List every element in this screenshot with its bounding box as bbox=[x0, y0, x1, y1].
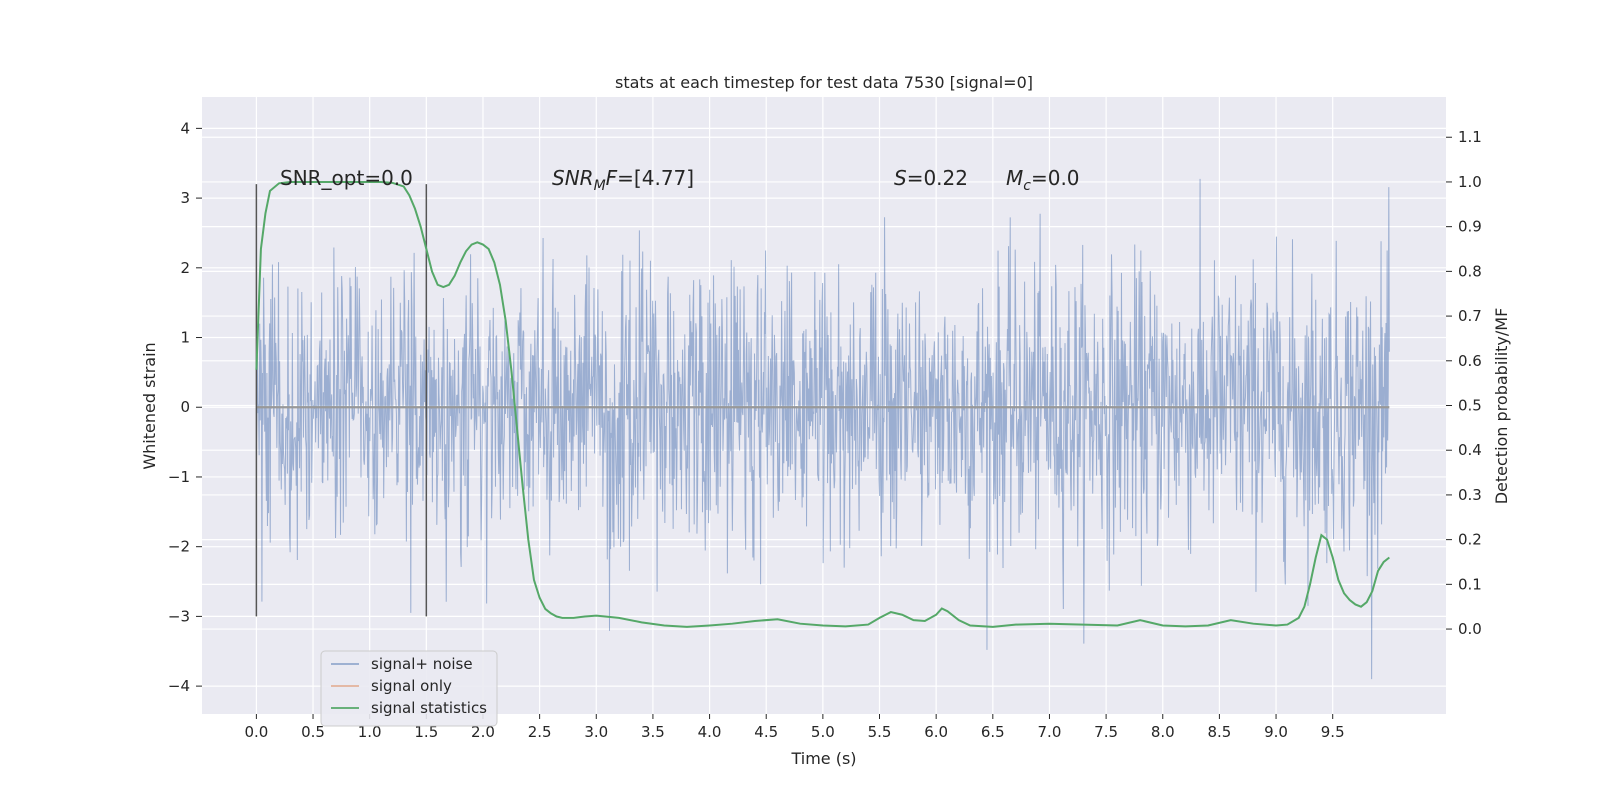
x-tick-label-4: 2.0 bbox=[471, 723, 495, 741]
y-left-tick-label-1: −3 bbox=[168, 607, 190, 625]
legend-box bbox=[320, 650, 498, 727]
snr-mf-subscript: M bbox=[594, 178, 606, 194]
snr-mf-value: =[4.77] bbox=[617, 166, 694, 190]
x-tick-label-14: 7.0 bbox=[1038, 723, 1062, 741]
x-tick-label-16: 8.0 bbox=[1151, 723, 1175, 741]
y-right-tick-label-10: 1.0 bbox=[1458, 173, 1482, 191]
x-tick-label-17: 8.5 bbox=[1207, 723, 1231, 741]
x-tick-label-7: 3.5 bbox=[641, 723, 665, 741]
signal-noise-series bbox=[255, 178, 1390, 680]
s-symbol: S bbox=[894, 166, 907, 190]
marker-lines bbox=[255, 184, 428, 617]
y-left-tick-label-7: 3 bbox=[180, 189, 190, 207]
x-tick-label-1: 0.5 bbox=[301, 723, 325, 741]
y-left-axis-ticks: −4 −3 −2 −1 0 1 2 3 4 bbox=[168, 119, 202, 695]
x-axis-title: Time (s) bbox=[790, 749, 856, 768]
x-tick-label-19: 9.5 bbox=[1321, 723, 1345, 741]
x-tick-label-3: 1.5 bbox=[414, 723, 438, 741]
y-right-tick-label-3: 0.3 bbox=[1458, 486, 1482, 504]
x-tick-label-15: 7.5 bbox=[1094, 723, 1118, 741]
snr-mf-symbol: SNR bbox=[552, 166, 594, 190]
mc-value: =0.0 bbox=[1031, 166, 1080, 190]
x-tick-label-18: 9.0 bbox=[1264, 723, 1288, 741]
y-left-tick-label-5: 1 bbox=[180, 329, 190, 347]
x-tick-label-6: 3.0 bbox=[584, 723, 608, 741]
snr-mf-symbol-f: F bbox=[606, 166, 618, 190]
legend-label-signal-only: signal only bbox=[371, 677, 452, 695]
y-right-tick-label-1: 0.1 bbox=[1458, 575, 1482, 593]
y-right-tick-label-7: 0.7 bbox=[1458, 307, 1482, 325]
s-annotation: S=0.22 bbox=[894, 166, 968, 190]
s-value: =0.22 bbox=[907, 166, 968, 190]
x-tick-label-8: 4.0 bbox=[698, 723, 722, 741]
x-tick-label-11: 5.5 bbox=[868, 723, 892, 741]
chart-title: stats at each timestep for test data 753… bbox=[615, 73, 1033, 92]
y-left-tick-label-2: −2 bbox=[168, 538, 190, 556]
legend: signal+ noise signal only signal statist… bbox=[320, 650, 498, 727]
x-tick-label-12: 6.0 bbox=[924, 723, 948, 741]
legend-label-signal-statistics: signal statistics bbox=[371, 699, 487, 717]
y-right-tick-label-2: 0.2 bbox=[1458, 531, 1482, 549]
mc-annotation: Mc=0.0 bbox=[1006, 166, 1080, 194]
x-tick-label-2: 1.0 bbox=[358, 723, 382, 741]
x-tick-label-13: 6.5 bbox=[981, 723, 1005, 741]
x-tick-label-10: 5.0 bbox=[811, 723, 835, 741]
x-tick-label-9: 4.5 bbox=[754, 723, 778, 741]
signal-statistics-line bbox=[255, 180, 1390, 628]
y-right-tick-label-4: 0.4 bbox=[1458, 441, 1482, 459]
snr-mf-annotation: SNRMF=[4.77] bbox=[552, 166, 694, 194]
signal-statistics-series bbox=[255, 180, 1390, 628]
x-tick-label-5: 2.5 bbox=[528, 723, 552, 741]
mc-symbol: M bbox=[1006, 166, 1023, 190]
x-axis-ticks: 0.0 0.5 1.0 1.5 2.0 2.5 3.0 3.5 4.0 4.5 5.0 5.5 6.0 6… bbox=[244, 714, 1345, 741]
y-right-tick-label-6: 0.6 bbox=[1458, 352, 1482, 370]
x-tick-label-0: 0.0 bbox=[244, 723, 268, 741]
y-right-tick-label-9: 0.9 bbox=[1458, 218, 1482, 236]
y-right-tick-label-11: 1.1 bbox=[1458, 128, 1482, 146]
y-right-tick-label-8: 0.8 bbox=[1458, 262, 1482, 280]
y-left-tick-label-6: 2 bbox=[180, 259, 190, 277]
y-left-tick-label-4: 0 bbox=[180, 398, 190, 416]
y-left-tick-label-8: 4 bbox=[180, 119, 190, 137]
y-right-axis-title: Detection probability/MF bbox=[1492, 308, 1511, 505]
y-right-tick-label-0: 0.0 bbox=[1458, 620, 1482, 638]
y-left-tick-label-3: −1 bbox=[168, 468, 190, 486]
y-right-axis-ticks: 0.0 0.1 0.2 0.3 0.4 0.5 0.6 0.7 0.8 0.9 1.0 1.1 bbox=[1446, 128, 1482, 638]
y-left-tick-label-0: −4 bbox=[168, 677, 190, 695]
y-right-tick-label-5: 0.5 bbox=[1458, 397, 1482, 415]
signal-noise-line bbox=[255, 178, 1390, 680]
y-left-axis-title: Whitened strain bbox=[140, 342, 159, 469]
mc-subscript: c bbox=[1023, 178, 1031, 194]
snr-opt-annotation: SNR_opt=0.0 bbox=[280, 166, 413, 190]
legend-label-signal-noise: signal+ noise bbox=[371, 655, 473, 673]
